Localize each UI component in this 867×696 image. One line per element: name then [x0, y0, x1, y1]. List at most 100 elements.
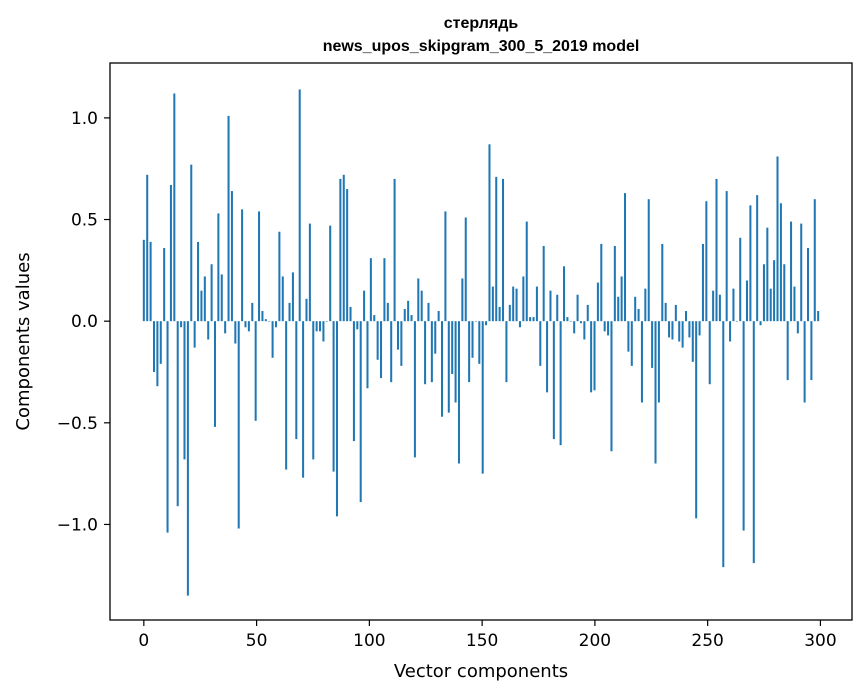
- bar: [573, 321, 576, 334]
- bar: [298, 89, 301, 322]
- y-tick-label: −1.0: [57, 515, 98, 535]
- bar: [393, 178, 396, 322]
- bar: [806, 247, 810, 322]
- x-tick-label: 250: [691, 631, 723, 651]
- bar: [712, 290, 715, 322]
- bar: [762, 264, 765, 322]
- bar: [796, 321, 799, 334]
- plot-frame: [109, 62, 853, 621]
- bar: [407, 300, 410, 322]
- bar: [373, 315, 376, 322]
- bar: [234, 321, 237, 344]
- bar: [227, 115, 230, 322]
- bars-group: [142, 89, 820, 596]
- bar: [566, 317, 569, 322]
- bar: [447, 321, 450, 413]
- y-tick-label: 0.0: [71, 312, 98, 332]
- bar: [258, 211, 261, 322]
- bar: [590, 321, 593, 393]
- bar: [705, 201, 708, 322]
- bar: [380, 321, 383, 379]
- bar: [146, 174, 149, 322]
- bar: [688, 321, 691, 338]
- bar: [410, 315, 413, 322]
- bar: [583, 321, 586, 340]
- bar: [417, 278, 420, 322]
- bar: [732, 288, 735, 322]
- bar: [281, 276, 284, 322]
- bar: [366, 321, 369, 389]
- bar: [525, 221, 528, 322]
- bar: [224, 321, 227, 334]
- bar: [535, 286, 538, 322]
- bar: [600, 243, 603, 322]
- bar: [647, 199, 650, 322]
- bar: [481, 321, 484, 474]
- bar: [759, 321, 762, 326]
- bar: [593, 321, 596, 391]
- x-tick-label: 150: [466, 631, 498, 651]
- bar: [485, 321, 488, 326]
- bar: [430, 321, 433, 383]
- bar: [176, 321, 179, 507]
- bar: [546, 321, 549, 393]
- bar: [471, 321, 474, 358]
- bar: [542, 245, 545, 322]
- bar: [230, 191, 233, 322]
- bar: [596, 282, 599, 322]
- bar: [685, 311, 688, 322]
- bar: [634, 296, 637, 322]
- x-axis-label: Vector components: [394, 661, 568, 682]
- bar: [529, 317, 532, 322]
- bar: [183, 321, 186, 460]
- bar: [424, 321, 427, 385]
- bar: [437, 311, 440, 322]
- bar: [166, 321, 169, 533]
- bar: [193, 321, 196, 348]
- bar: [329, 225, 332, 322]
- bar: [773, 260, 776, 322]
- bar: [441, 321, 444, 417]
- bar: [434, 321, 437, 354]
- bar: [505, 321, 508, 383]
- bar: [722, 321, 725, 568]
- bar: [539, 321, 542, 366]
- bar: [152, 321, 156, 372]
- bar: [356, 321, 359, 330]
- bar: [502, 178, 505, 322]
- bar: [786, 321, 789, 381]
- bar: [173, 93, 176, 322]
- bar: [285, 321, 288, 470]
- bar: [295, 321, 298, 440]
- bar: [149, 241, 152, 322]
- bar: [620, 276, 623, 322]
- bar: [359, 321, 362, 503]
- bar: [512, 286, 515, 322]
- bar: [457, 321, 460, 464]
- bar: [657, 321, 660, 403]
- bar: [274, 321, 277, 328]
- bar: [654, 321, 657, 464]
- bar: [766, 227, 769, 322]
- bar: [552, 321, 555, 440]
- bar: [681, 321, 684, 348]
- bar: [308, 223, 311, 322]
- bar: [261, 311, 264, 322]
- bar: [515, 288, 518, 322]
- bar: [197, 241, 200, 322]
- x-tick-label: 300: [804, 631, 836, 651]
- bar: [349, 306, 352, 322]
- bar: [651, 321, 654, 368]
- bar: [403, 308, 406, 322]
- bar: [701, 243, 704, 322]
- bar: [322, 321, 325, 342]
- bar: [342, 174, 345, 322]
- bar: [444, 211, 447, 322]
- x-tick-label: 200: [579, 631, 611, 651]
- bar: [156, 321, 159, 387]
- bar: [624, 193, 627, 322]
- bar: [644, 288, 647, 322]
- bar: [668, 321, 671, 338]
